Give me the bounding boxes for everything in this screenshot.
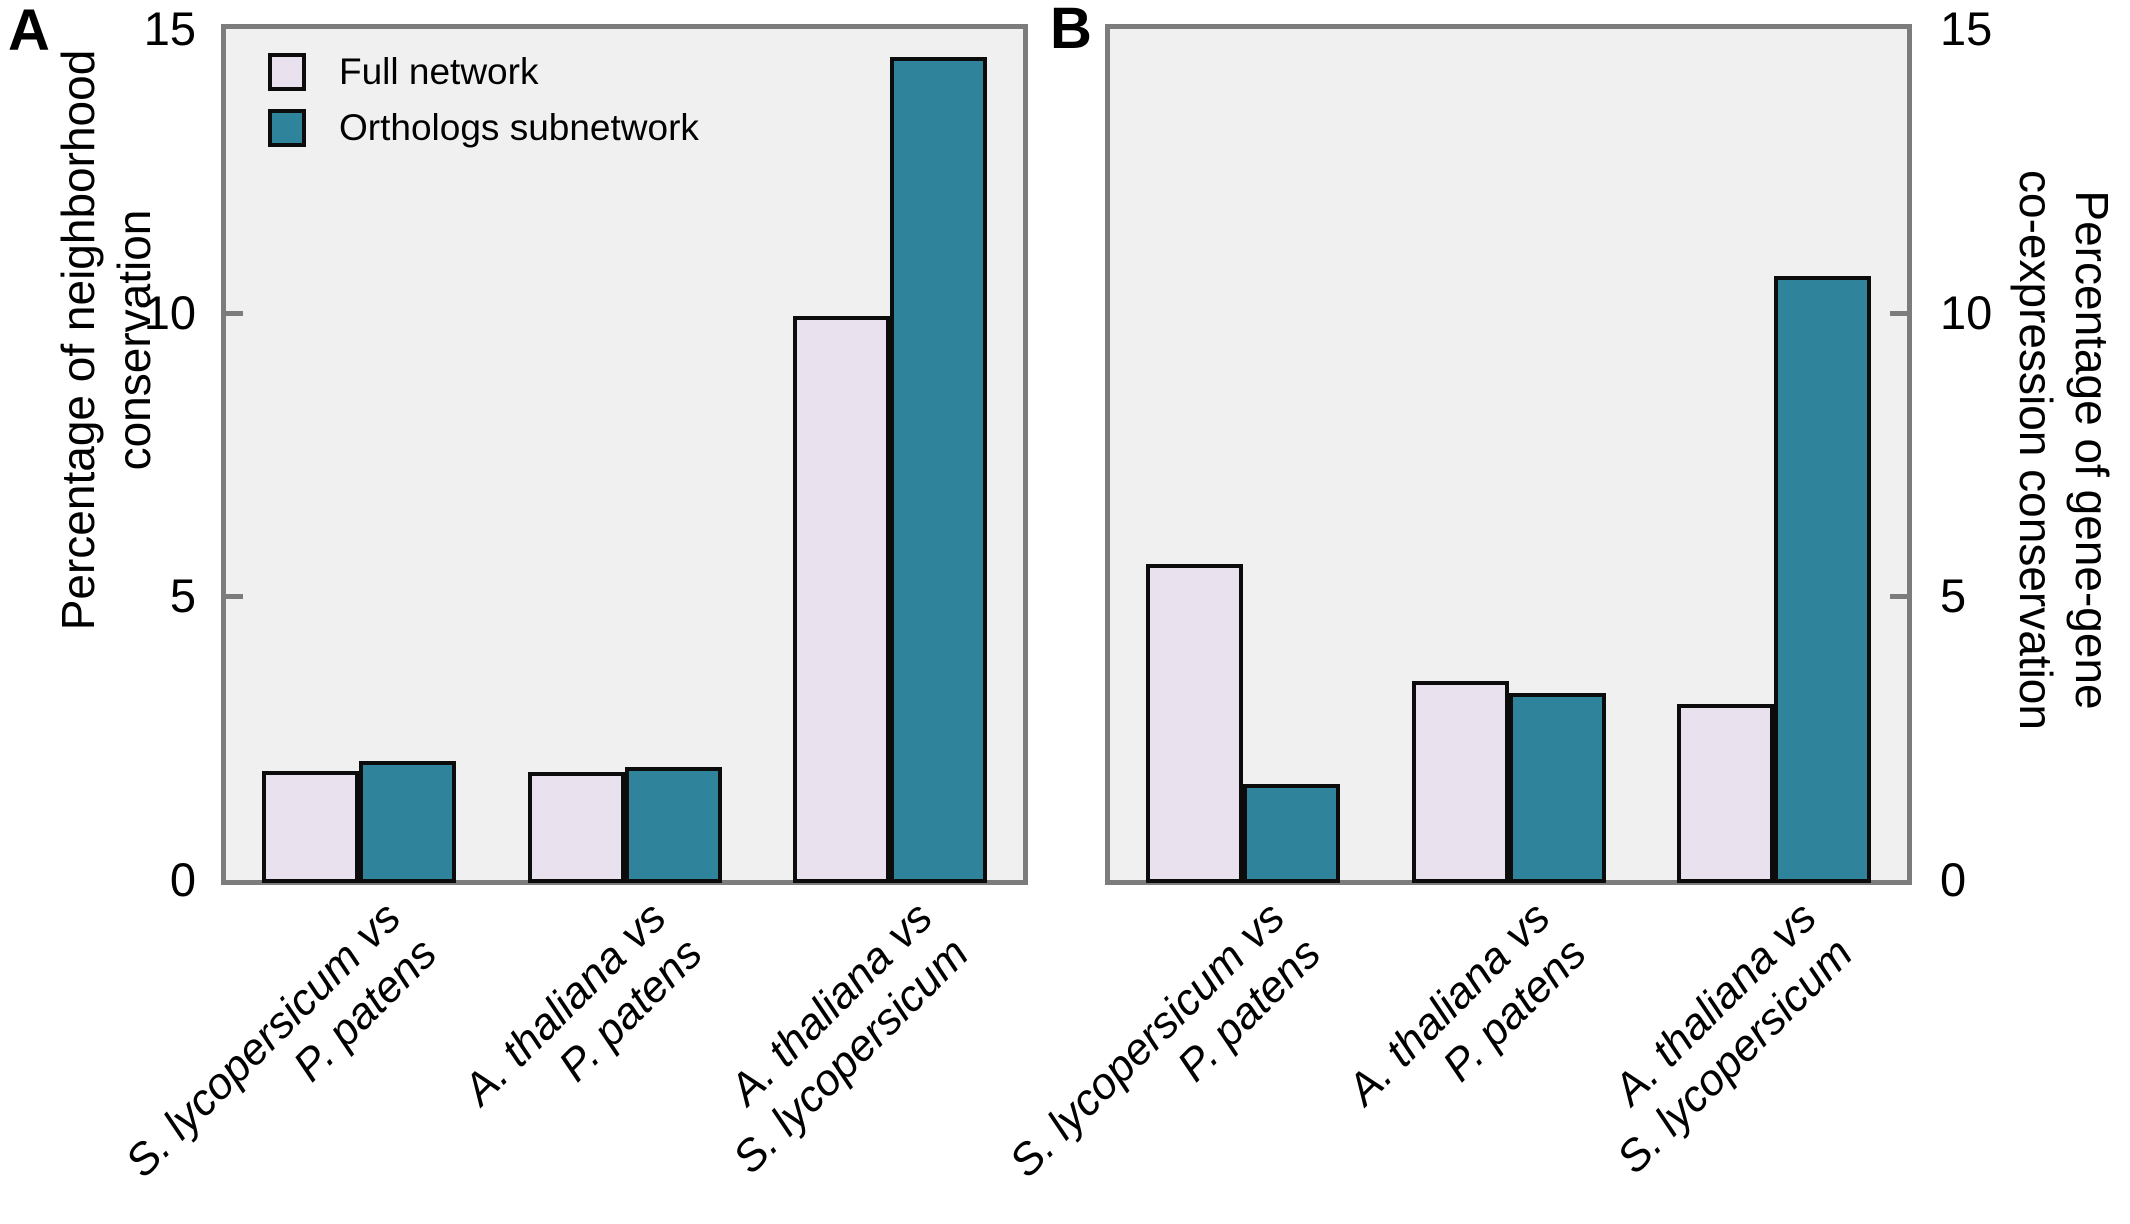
legend-item-full-network: Full network: [268, 52, 699, 92]
bar-orthologs-subnetwork: [890, 57, 988, 883]
bar-full-network: [527, 772, 625, 883]
legend-item-orthologs-subnetwork: Orthologs subnetwork: [268, 108, 699, 148]
bar-orthologs-subnetwork: [1774, 276, 1872, 883]
panel-b-letter: B: [1050, 0, 1092, 61]
axis-title-line: conservation: [108, 209, 160, 471]
bar-full-network: [1411, 681, 1509, 883]
y-tick-mark: [226, 594, 243, 600]
y-tick-label: 5: [1940, 569, 1967, 623]
x-tick-label: S. lycopersicum vs P. patens: [1000, 892, 1331, 1187]
panel-b-y-axis-title: Percentage of gene-gene co-expression co…: [2004, 0, 2120, 950]
full-network-swatch-icon: [268, 53, 306, 91]
x-tick-label: A. thaliana vs S. lycopersicum: [1604, 892, 1862, 1184]
y-tick-label: 0: [1940, 853, 1967, 906]
panel-b-plot-area: [1105, 24, 1912, 885]
x-tick-label: A. thaliana vs P. patens: [454, 892, 712, 1115]
y-tick-label: 10: [143, 285, 196, 339]
axis-title-line: Percentage of neighborhood: [52, 49, 104, 631]
bar-orthologs-subnetwork: [624, 767, 722, 883]
orthologs-subnetwork-swatch-icon: [268, 109, 306, 147]
y-tick-mark: [226, 310, 243, 316]
legend: Full network Orthologs subnetwork: [268, 52, 699, 164]
bar-full-network: [1145, 564, 1243, 883]
axis-title-line: Percentage of gene-gene: [2066, 190, 2118, 710]
y-tick-label: 10: [1940, 285, 1993, 339]
y-tick-mark: [1890, 310, 1907, 316]
x-tick-label: S. lycopersicum vs P. patens: [116, 892, 447, 1187]
bar-full-network: [1677, 704, 1775, 883]
panel-a-plot-area: [221, 24, 1028, 885]
y-tick-label: 15: [1940, 2, 1993, 55]
y-tick-label: 15: [143, 2, 196, 55]
bar-orthologs-subnetwork: [1508, 693, 1606, 883]
bar-orthologs-subnetwork: [1242, 784, 1340, 883]
axis-title-line: co-expression conservation: [2010, 170, 2062, 730]
panel-a-y-axis-title: Percentage of neighborhood conservation: [50, 0, 166, 840]
panel-a-letter: A: [8, 0, 50, 63]
bar-orthologs-subnetwork: [358, 761, 456, 883]
y-tick-label: 5: [169, 569, 196, 623]
y-tick-label: 0: [169, 853, 196, 906]
legend-label: Orthologs subnetwork: [339, 107, 699, 148]
y-tick-mark: [1890, 594, 1907, 600]
bar-full-network: [793, 316, 891, 883]
panel-a-bars: [226, 29, 1023, 883]
x-tick-label: A. thaliana vs S. lycopersicum: [720, 892, 978, 1184]
bar-full-network: [261, 771, 359, 883]
x-tick-label: A. thaliana vs P. patens: [1338, 892, 1596, 1115]
panel-b-bars: [1110, 29, 1907, 883]
legend-label: Full network: [339, 51, 539, 92]
